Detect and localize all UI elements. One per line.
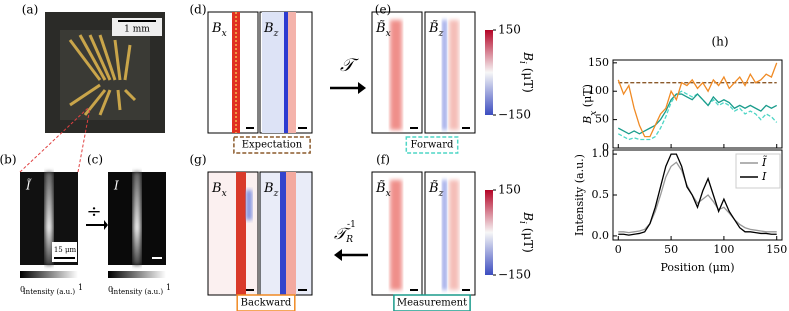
panel-label: (f) (376, 153, 390, 167)
data-line (617, 62, 778, 138)
field-label-symbol: B̃ (428, 19, 439, 35)
field-label: Bx (211, 181, 227, 199)
panel-label: (b) (0, 153, 17, 167)
intensity-images (20, 172, 166, 278)
label-box (393, 294, 471, 311)
image-label: Ĩ (25, 178, 32, 193)
field-label: B̃x (375, 179, 391, 198)
panel-label: (a) (22, 3, 39, 17)
x-tick-label: 0 (615, 243, 622, 256)
y-axis-label: Intensity (a.u.) (573, 154, 586, 236)
y-tick-label: 1.0 (592, 147, 610, 160)
field-label-sub: z (273, 29, 279, 39)
colorbar-label: Bi (μT) (518, 51, 536, 93)
y-tick-label: 100 (588, 84, 609, 97)
colorbar-label: Bi (μT) (518, 211, 536, 253)
box-label: Expectation (242, 140, 303, 151)
colorbar-max: 1 (166, 283, 171, 292)
scale-bar-label: 15 μm (54, 246, 77, 254)
data-line (618, 161, 777, 234)
operator: 𝒯 (340, 55, 359, 76)
plot-frame (612, 59, 783, 149)
x-tick-label: 150 (766, 243, 787, 256)
field-label-sub: z (438, 189, 444, 199)
colorbar-tick-label: 150 (498, 183, 521, 197)
field-label: Bz (263, 181, 279, 199)
field-label-sub: z (273, 189, 279, 199)
label-box (405, 136, 459, 154)
panel-label: (h) (711, 35, 728, 49)
box-label: Backward (241, 298, 292, 309)
field-label: Bx (211, 21, 227, 39)
colorbar-label-sub: i (518, 61, 528, 64)
colorbar-tick-label: −150 (498, 268, 531, 282)
operator: ÷ (86, 201, 101, 222)
label-box (233, 136, 311, 154)
field-label-symbol: B (211, 21, 222, 36)
field-label-sub: x (386, 189, 391, 199)
colorbar-label-unit: (μT) (522, 224, 536, 253)
colorbar-label-unit: (μT) (522, 64, 536, 93)
data-line (618, 153, 777, 236)
operator-symbol: 𝒯 (340, 55, 359, 76)
field-label-sub: x (386, 29, 391, 39)
y-axis-label-symbol: B (581, 116, 594, 125)
box-label: Forward (411, 140, 454, 151)
field-label-symbol: B̃ (375, 19, 386, 35)
image-label: I (113, 179, 119, 193)
colorbar-tick-label: −150 (498, 108, 531, 122)
operator: 𝒯R-1 (334, 220, 356, 245)
colorbar-label-sub: i (518, 221, 528, 224)
field-label: B̃z (428, 179, 444, 198)
field-label: B̃x (375, 19, 391, 38)
x-tick-label: 50 (664, 243, 678, 256)
box-label: Measurement (397, 298, 467, 309)
colorbar-label: Intensity (a.u.) (23, 288, 75, 296)
scale-bar-label: 1 mm (124, 25, 150, 35)
field-images (207, 11, 493, 296)
field-label: Bz (263, 21, 279, 39)
y-tick-label: 0 (602, 141, 609, 154)
y-axis-label: Bx (μT) (581, 84, 599, 125)
colorbar-tick-label: 150 (498, 23, 521, 37)
y-axis-label-unit: (μT) (581, 84, 594, 111)
field-label-symbol: B̃ (428, 179, 439, 195)
colorbar-min: 0 (108, 285, 113, 294)
colorbar-label: Intensity (a.u.) (111, 288, 163, 296)
label-box (236, 294, 296, 311)
x-axis-label: Position (μm) (660, 261, 734, 274)
legend-label: Ĩ (761, 155, 768, 169)
y-tick-label: 0.5 (592, 188, 610, 201)
y-axis-label-sub: x (589, 111, 599, 116)
field-label-symbol: B̃ (375, 179, 386, 195)
colorbar-max: 1 (78, 283, 83, 292)
panel-label: (g) (189, 153, 206, 167)
panel-label: (e) (375, 3, 391, 17)
field-label-sub: x (222, 29, 227, 39)
photo (19, 12, 165, 173)
y-tick-label: 50 (595, 113, 609, 126)
colorbar-label-symbol: B (522, 211, 536, 221)
panel-label: (d) (189, 3, 206, 17)
field-label: B̃z (428, 19, 444, 38)
legend-label: I (761, 170, 767, 183)
y-tick-label: 0.0 (592, 229, 610, 242)
field-label-symbol: B (263, 21, 274, 36)
legend-box (735, 153, 781, 189)
field-label-symbol: B (263, 181, 274, 196)
y-tick-label: 150 (588, 56, 609, 69)
field-label-symbol: B (211, 181, 222, 196)
field-label-sub: x (222, 189, 227, 199)
operator-sup: -1 (347, 220, 356, 230)
operator-sub: R (345, 235, 353, 245)
colorbar-label-symbol: B (522, 51, 536, 61)
panel-label: (c) (87, 153, 103, 167)
colorbar-min: 0 (20, 285, 25, 294)
field-label-sub: z (438, 29, 444, 39)
x-tick-label: 100 (713, 243, 734, 256)
data-line (617, 93, 778, 135)
